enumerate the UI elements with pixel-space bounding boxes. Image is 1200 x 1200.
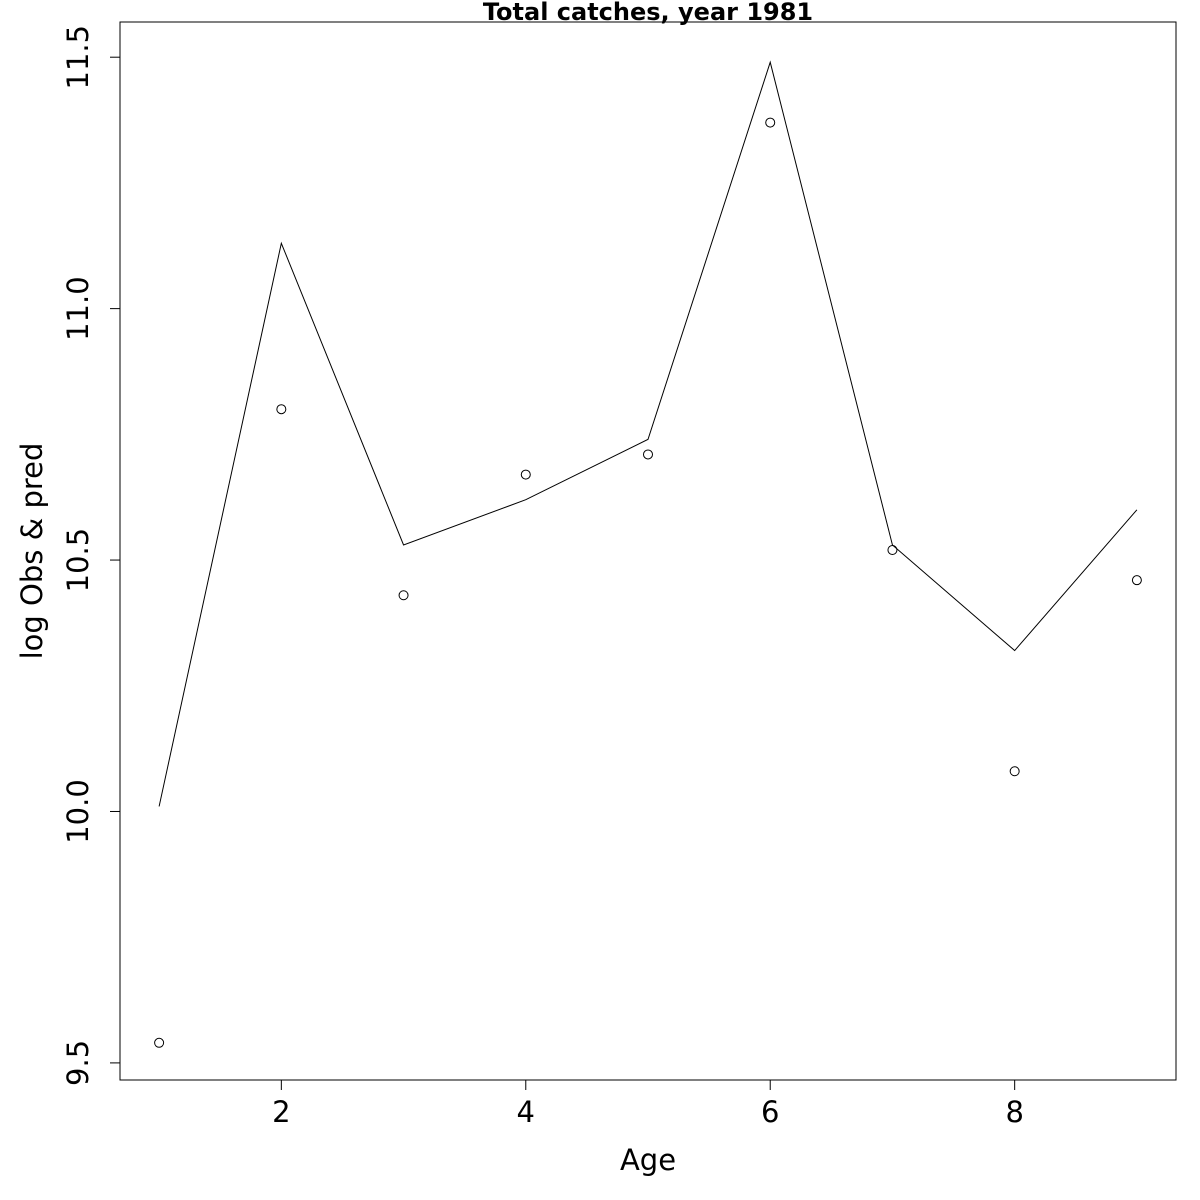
chart-title: Total catches, year 1981 <box>483 0 813 26</box>
obs-point <box>154 1037 165 1048</box>
obs-point <box>1131 575 1142 586</box>
x-axis-label: Age <box>620 1143 676 1177</box>
pred-line <box>158 60 1138 807</box>
y-tick-label: 11.5 <box>61 25 95 90</box>
obs-point <box>1009 766 1020 777</box>
y-tick-label: 10.5 <box>61 528 95 593</box>
y-axis-label: log Obs & pred <box>15 443 49 660</box>
y-tick-label: 9.5 <box>61 1040 95 1086</box>
x-tick-label: 8 <box>1005 1095 1023 1129</box>
x-tick-label: 4 <box>517 1095 535 1129</box>
obs-point <box>765 117 776 128</box>
obs-point <box>398 590 409 601</box>
obs-point <box>887 544 898 555</box>
y-tick-label: 11.0 <box>61 276 95 341</box>
y-tick-label: 10.0 <box>61 779 95 844</box>
x-tick-label: 6 <box>761 1095 779 1129</box>
obs-point <box>276 404 287 415</box>
plot-box <box>119 21 1177 1081</box>
x-tick-label: 2 <box>272 1095 290 1129</box>
obs-point <box>643 449 653 460</box>
obs-point <box>520 469 531 480</box>
